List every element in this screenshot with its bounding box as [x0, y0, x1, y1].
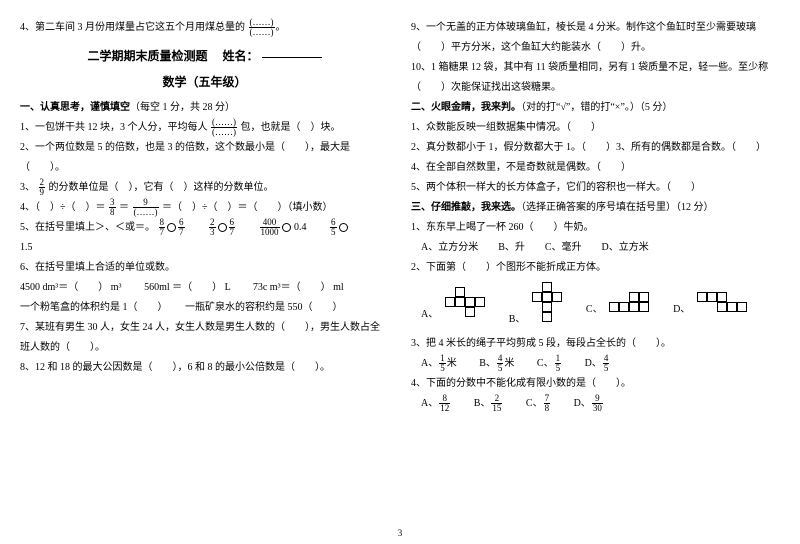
shape-b: B、: [509, 282, 562, 330]
q9: 9、一个无盖的正方体玻璃鱼缸，棱长是 4 分米。制作这个鱼缸时至少需要玻璃（ ）…: [411, 18, 780, 58]
q10: 10、1 箱糖果 12 袋，其中有 11 袋质量相同，另有 1 袋质量不足，轻一…: [411, 58, 780, 98]
q7: 7、某班有男生 30 人，女生 24 人，女生人数是男生人数的（ ），男生人数占…: [20, 318, 389, 358]
section-3-note: （选择正确答案的序号填在括号里）（12 分）: [521, 202, 714, 213]
q6-line2: 4500 dm³＝（ ） m³ 560ml ＝（ ） L 73c m³＝（ ） …: [20, 278, 389, 298]
section-3-header: 三、仔细推敲，我来选。（选择正确答案的序号填在括号里）（12 分）: [411, 198, 780, 218]
section-2-title: 二、火眼金睛，我来判。: [411, 102, 521, 113]
q3: 3、 29 的分数单位是（ ），它有（ ）这样的分数单位。: [20, 178, 389, 198]
name-label: 姓名：: [223, 49, 259, 63]
section-1-title: 一、认真思考，谨慎填空: [20, 102, 130, 113]
c3: 3、把 4 米长的绳子平均剪成 5 段，每段占全长的（ ）。: [411, 334, 780, 354]
q2: 2、一个两位数是 5 的倍数，也是 3 的倍数，这个数最小是（ ），最大是（ ）…: [20, 138, 389, 178]
section-1-header: 一、认真思考，谨慎填空（每空 1 分，共 28 分）: [20, 98, 389, 118]
c4-opts: A、812 B、215 C、78 D、930: [411, 394, 780, 414]
section-1-note: （每空 1 分，共 28 分）: [130, 102, 235, 113]
c3-opts: A、15米 B、45米 C、15 D、45: [411, 354, 780, 374]
compare-circle-icon: [282, 223, 291, 232]
q5: 5、在括号里填上＞、＜或＝。 8767 2367 4001000 0.4 65: [20, 218, 389, 238]
q8: 8、12 和 18 的最大公因数是（ ），6 和 8 的最小公倍数是（ ）。: [20, 358, 389, 378]
net-shapes: A、 B、 C、: [421, 282, 780, 330]
q5-tail: 1.5: [20, 238, 389, 258]
section-2-header: 二、火眼金睛，我来判。（对的打“√”，错的打“×”。）（5 分）: [411, 98, 780, 118]
q6: 6、在括号里填上合适的单位或数。: [20, 258, 389, 278]
q6-line3: 一个粉笔盒的体积约是 1（ ） 一瓶矿泉水的容积约是 550（ ）: [20, 298, 389, 318]
top-line: 4、第二车间 3 月份用煤量占它这五个月用煤总量的 (……) (……) 。: [20, 18, 389, 38]
c2: 2、下面第（ ）个图形不能折成正方体。: [411, 258, 780, 278]
exam-title: 二学期期末质量检测题: [87, 49, 207, 63]
j5: 5、两个体积一样大的长方体盒子，它们的容积也一样大。（ ）: [411, 178, 780, 198]
q1-frac: (……)(……): [211, 118, 237, 137]
j1: 1、众数能反映一组数据集中情况。（ ）: [411, 118, 780, 138]
title-row: 二学期期末质量检测题 姓名：: [20, 44, 389, 68]
right-column: 9、一个无盖的正方体玻璃鱼缸，棱长是 4 分米。制作这个鱼缸时至少需要玻璃（ ）…: [411, 18, 780, 414]
subject-line: 数学（五年级）: [20, 70, 389, 94]
section-2-note: （对的打“√”，错的打“×”。）（5 分）: [521, 102, 672, 113]
shape-a: A、: [421, 287, 485, 325]
top-frac: (……) (……): [249, 18, 275, 37]
c4: 4、下面的分数中不能化成有限小数的是（ ）。: [411, 374, 780, 394]
left-column: 4、第二车间 3 月份用煤量占它这五个月用煤总量的 (……) (……) 。 二学…: [20, 18, 389, 414]
section-3-title: 三、仔细推敲，我来选。: [411, 202, 521, 213]
compare-circle-icon: [339, 223, 348, 232]
q1: 1、一包饼干共 12 块，3 个人分，平均每人 (……)(……) 包，也就是（ …: [20, 118, 389, 138]
q3-frac: 29: [39, 178, 46, 197]
shape-c: C、: [586, 292, 649, 320]
top-line-text: 4、第二车间 3 月份用煤量占它这五个月用煤总量的: [20, 22, 245, 33]
j2: 2、真分数都小于 1，假分数都大于 1。（ ）3、所有的偶数都是合数。（ ）: [411, 138, 780, 158]
q4: 4、（ ）÷（ ）＝ 38 ＝ 9(……) ＝（ ）÷（ ）＝（ ）（填小数）: [20, 198, 389, 218]
shape-d: D、: [673, 292, 747, 320]
c1: 1、东东早上喝了一杯 260（ ）牛奶。: [411, 218, 780, 238]
c1-opts: A、立方分米 B、升 C、毫升 D、立方米: [411, 238, 780, 258]
name-blank[interactable]: [262, 57, 322, 58]
compare-circle-icon: [167, 223, 176, 232]
page-number: 3: [398, 524, 403, 542]
compare-circle-icon: [218, 223, 227, 232]
j4: 4、在全部自然数里，不是奇数就是偶数。（ ）: [411, 158, 780, 178]
